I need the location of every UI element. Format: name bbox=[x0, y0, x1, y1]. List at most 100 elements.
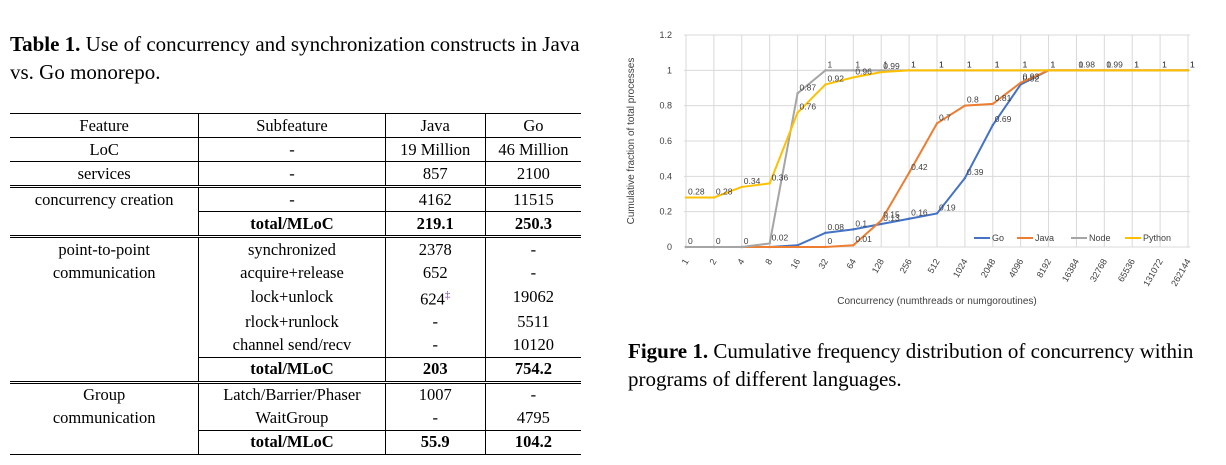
data-label: 1 bbox=[939, 59, 944, 69]
data-point bbox=[991, 69, 994, 72]
data-label: 1 bbox=[995, 59, 1000, 69]
legend-entry: Node bbox=[1089, 233, 1111, 243]
legend-entry: Go bbox=[992, 233, 1004, 243]
p2p-go: 5511 bbox=[517, 312, 550, 331]
x-tick-label: 8192 bbox=[1035, 257, 1054, 279]
data-label: 0.16 bbox=[911, 208, 928, 218]
legend-entry: Python bbox=[1143, 233, 1171, 243]
loc-feature: LoC bbox=[10, 137, 200, 162]
data-label: 0.39 bbox=[967, 167, 984, 177]
group-java: 1007 bbox=[385, 380, 486, 407]
p2p-sub: lock+unlock bbox=[198, 284, 386, 311]
table-row: LoC - 19 Million 46 Million bbox=[10, 137, 581, 162]
data-point bbox=[1103, 69, 1106, 72]
table-caption-label: Table 1. bbox=[10, 32, 81, 56]
y-tick-label: 0.8 bbox=[659, 101, 672, 111]
table-row: communication WaitGroup - 4795 bbox=[10, 406, 581, 430]
data-point bbox=[852, 244, 855, 247]
data-label: 0.13 bbox=[883, 213, 900, 223]
empty-cell bbox=[10, 284, 200, 311]
table-caption-text: Use of concurrency and synchronization c… bbox=[10, 32, 580, 84]
table-row: point-to-point synchronized 2378 - bbox=[10, 235, 581, 261]
data-point bbox=[796, 92, 799, 95]
data-point bbox=[880, 70, 883, 74]
data-label: 0.01 bbox=[855, 234, 872, 244]
data-point bbox=[852, 69, 855, 72]
p2p-java-value: 624 bbox=[420, 289, 445, 309]
p2p-sub: synchronized bbox=[198, 235, 386, 261]
data-label: 0.28 bbox=[688, 187, 705, 197]
p2p-java: 624‡ bbox=[385, 284, 486, 311]
services-sub: - bbox=[198, 161, 386, 187]
data-point bbox=[684, 196, 688, 199]
footnote-mark: ‡ bbox=[444, 289, 451, 301]
data-label: 1 bbox=[967, 59, 972, 69]
data-point bbox=[880, 69, 883, 72]
y-tick-label: 0.2 bbox=[659, 207, 672, 217]
services-go: 2100 bbox=[485, 161, 581, 187]
data-label: 0.92 bbox=[827, 73, 844, 83]
data-label: 0.69 bbox=[995, 114, 1012, 124]
p2p-java: 652 bbox=[385, 261, 486, 284]
services-feature: services bbox=[10, 161, 200, 187]
y-axis-title: Cumulative fraction of total processes bbox=[626, 58, 637, 225]
data-point bbox=[768, 245, 771, 249]
data-point bbox=[852, 76, 855, 79]
data-label: 0.08 bbox=[827, 222, 844, 232]
data-point bbox=[684, 245, 688, 249]
y-tick-label: 1 bbox=[667, 65, 672, 75]
data-point bbox=[1019, 81, 1022, 84]
figure-caption-label: Figure 1. bbox=[628, 339, 709, 363]
data-point bbox=[907, 217, 911, 220]
data-point bbox=[852, 228, 855, 231]
p2p-feature-line2: communication bbox=[10, 261, 200, 284]
data-point bbox=[880, 222, 883, 226]
x-tick-label: 16 bbox=[789, 257, 803, 271]
x-tick-label: 8 bbox=[763, 257, 774, 266]
group-total-java: 55.9 bbox=[385, 429, 486, 455]
p2p-sub: rlock+runlock bbox=[198, 310, 386, 334]
data-label: 0.34 bbox=[744, 176, 761, 186]
loc-java: 19 Million bbox=[385, 137, 486, 162]
group-total-label: total/MLoC bbox=[198, 429, 386, 455]
y-tick-label: 0.4 bbox=[659, 171, 672, 181]
group-feature-line2: communication bbox=[10, 406, 200, 430]
creation-sub: - bbox=[198, 185, 386, 212]
p2p-go: - bbox=[485, 235, 581, 261]
data-point bbox=[1047, 69, 1050, 72]
data-label: 0.36 bbox=[772, 172, 789, 182]
data-label: 1 bbox=[1051, 59, 1056, 69]
p2p-feature-line1: point-to-point bbox=[10, 235, 200, 261]
data-label: 0.8 bbox=[967, 95, 979, 105]
data-label: 1 bbox=[1023, 59, 1028, 69]
data-label: 0.76 bbox=[800, 102, 817, 112]
y-tick-label: 0.6 bbox=[659, 136, 672, 146]
data-label: 0.87 bbox=[800, 82, 817, 92]
data-point bbox=[740, 245, 743, 249]
x-tick-label: 64 bbox=[844, 257, 858, 271]
data-point bbox=[1158, 69, 1162, 72]
services-java: 857 bbox=[385, 161, 486, 187]
empty-cell bbox=[10, 430, 200, 455]
data-point bbox=[907, 69, 911, 72]
creation-total-go: 250.3 bbox=[485, 211, 581, 237]
data-label: 0.42 bbox=[911, 162, 928, 172]
creation-total-java: 219.1 bbox=[385, 211, 486, 237]
x-tick-label: 2 bbox=[707, 257, 718, 266]
empty-cell bbox=[10, 333, 200, 357]
p2p-sub: channel send/recv bbox=[198, 333, 386, 357]
data-label: 0.02 bbox=[772, 232, 789, 242]
data-label: 0.7 bbox=[939, 112, 951, 122]
empty-cell bbox=[10, 310, 200, 334]
x-tick-label: 32 bbox=[817, 257, 831, 271]
data-label: 0.98 bbox=[1078, 59, 1095, 69]
data-point bbox=[991, 102, 994, 106]
group-go: - bbox=[485, 380, 581, 407]
group-total-go: 104.2 bbox=[485, 429, 581, 455]
table-row: concurrency creation - 4162 11515 bbox=[10, 185, 581, 212]
table-header-row: Feature Subfeature Java Go bbox=[10, 113, 581, 138]
data-label: 0.99 bbox=[883, 61, 900, 71]
x-tick-label: 256 bbox=[898, 257, 914, 275]
data-point bbox=[963, 104, 967, 107]
data-point bbox=[1075, 69, 1078, 72]
